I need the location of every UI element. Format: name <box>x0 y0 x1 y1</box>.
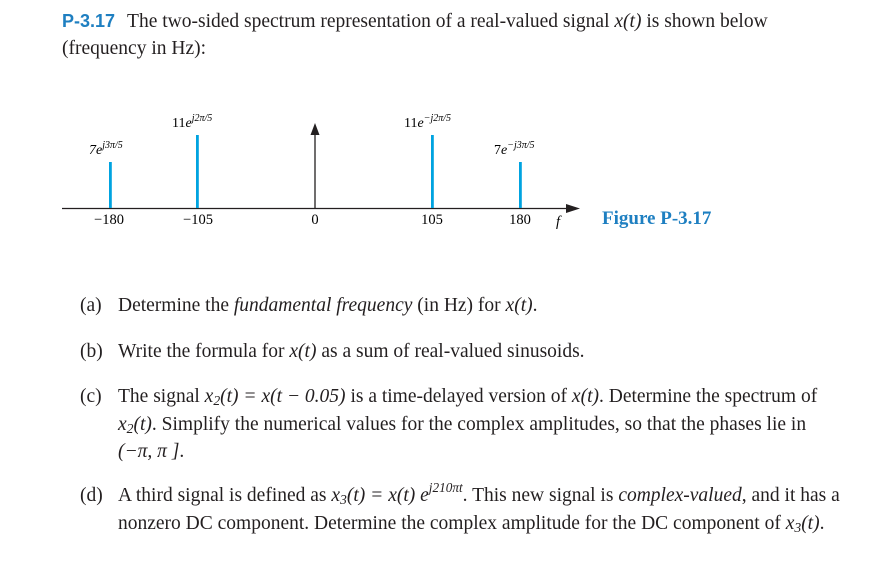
part-c-text-2: is a time-delayed version of <box>350 386 568 407</box>
part-d: (d) A third signal is defined as x3(t) = … <box>80 480 840 537</box>
spectrum-plot: 7ej3π/5 11ej2π/5 11e−j2π/5 7e−j3π/5 −180… <box>62 113 580 230</box>
spectral-line-neg180 <box>109 162 112 208</box>
dc-arrowhead <box>310 123 320 135</box>
part-c-period: . <box>179 441 185 462</box>
part-d-emphasis: complex-valued <box>618 485 742 506</box>
part-b-label: (b) <box>80 341 103 362</box>
amplitude-label-105: 11e−j2π/5 <box>404 113 451 131</box>
part-b: (b) Write the formula for x(t) as a sum o… <box>80 338 840 366</box>
part-d-text-3: , and it has a nonzero DC component. Det… <box>118 485 840 534</box>
statement-lead: The two-sided spectrum representation of… <box>127 11 610 32</box>
part-c: (c) The signal x2(t) = x(t − 0.05) is a t… <box>80 383 840 466</box>
part-c-x2: x2(t) <box>118 413 152 436</box>
freq-tick-0: 0 <box>311 212 318 228</box>
part-a-text-2: (in Hz) for <box>417 295 501 316</box>
part-c-label: (c) <box>80 386 102 407</box>
amplitude-label-neg180: 7ej3π/5 <box>89 140 123 158</box>
part-d-text-2: . This new signal is <box>462 485 614 506</box>
part-c-interval: (−π, π ] <box>118 441 180 462</box>
part-c-x2-def: x2(t) = x(t − 0.05) <box>204 386 346 408</box>
amplitude-label-180: 7e−j3π/5 <box>494 140 535 158</box>
part-d-x3-def: x3(t) = x(t) ej210πt <box>331 480 463 507</box>
problem-number: P-3.17 <box>62 11 116 31</box>
statement-tail: is shown below (frequency in Hz): <box>62 11 768 59</box>
part-a-emphasis: fundamental frequency <box>233 295 413 316</box>
part-d-label: (d) <box>80 485 103 506</box>
part-a-label: (a) <box>80 295 102 316</box>
part-a: (a) Determine the fundamental frequency (… <box>80 292 840 320</box>
part-d-text-1: A third signal is defined as <box>118 485 327 506</box>
problem-statement: P-3.17 The two-sided spectrum representat… <box>62 8 832 62</box>
amplitude-label-neg105: 11ej2π/5 <box>172 113 212 131</box>
part-c-text-4: . Simplify the numerical values for the … <box>151 413 807 435</box>
freq-tick-neg105: −105 <box>183 212 213 228</box>
freq-tick-105: 105 <box>421 212 443 228</box>
spectral-line-neg105 <box>196 135 199 208</box>
part-a-text-1: Determine the <box>118 295 229 316</box>
part-b-signal: x(t) <box>289 341 317 362</box>
part-a-period: . <box>532 295 538 316</box>
part-b-text-1: Write the formula for <box>118 341 285 362</box>
freq-tick-neg180: −180 <box>94 212 124 228</box>
part-d-period: . <box>819 512 825 534</box>
freq-tick-180: 180 <box>509 212 531 228</box>
part-d-x3: x3(t) <box>785 512 820 535</box>
spectral-line-180 <box>519 162 522 208</box>
part-a-signal: x(t) <box>505 295 533 316</box>
figure-caption: Figure P-3.17 <box>602 208 712 229</box>
spectral-line-105 <box>431 135 434 208</box>
axis-label-f: f <box>556 214 562 230</box>
signal-symbol: x(t) <box>614 11 642 32</box>
part-c-text-3: . Determine the spectrum of <box>598 386 818 407</box>
part-b-text-2: as a sum of real-valued sinusoids. <box>321 341 585 362</box>
part-c-signal: x(t) <box>571 386 599 407</box>
axis-arrowhead <box>566 204 580 213</box>
part-c-text-1: The signal <box>118 386 200 407</box>
